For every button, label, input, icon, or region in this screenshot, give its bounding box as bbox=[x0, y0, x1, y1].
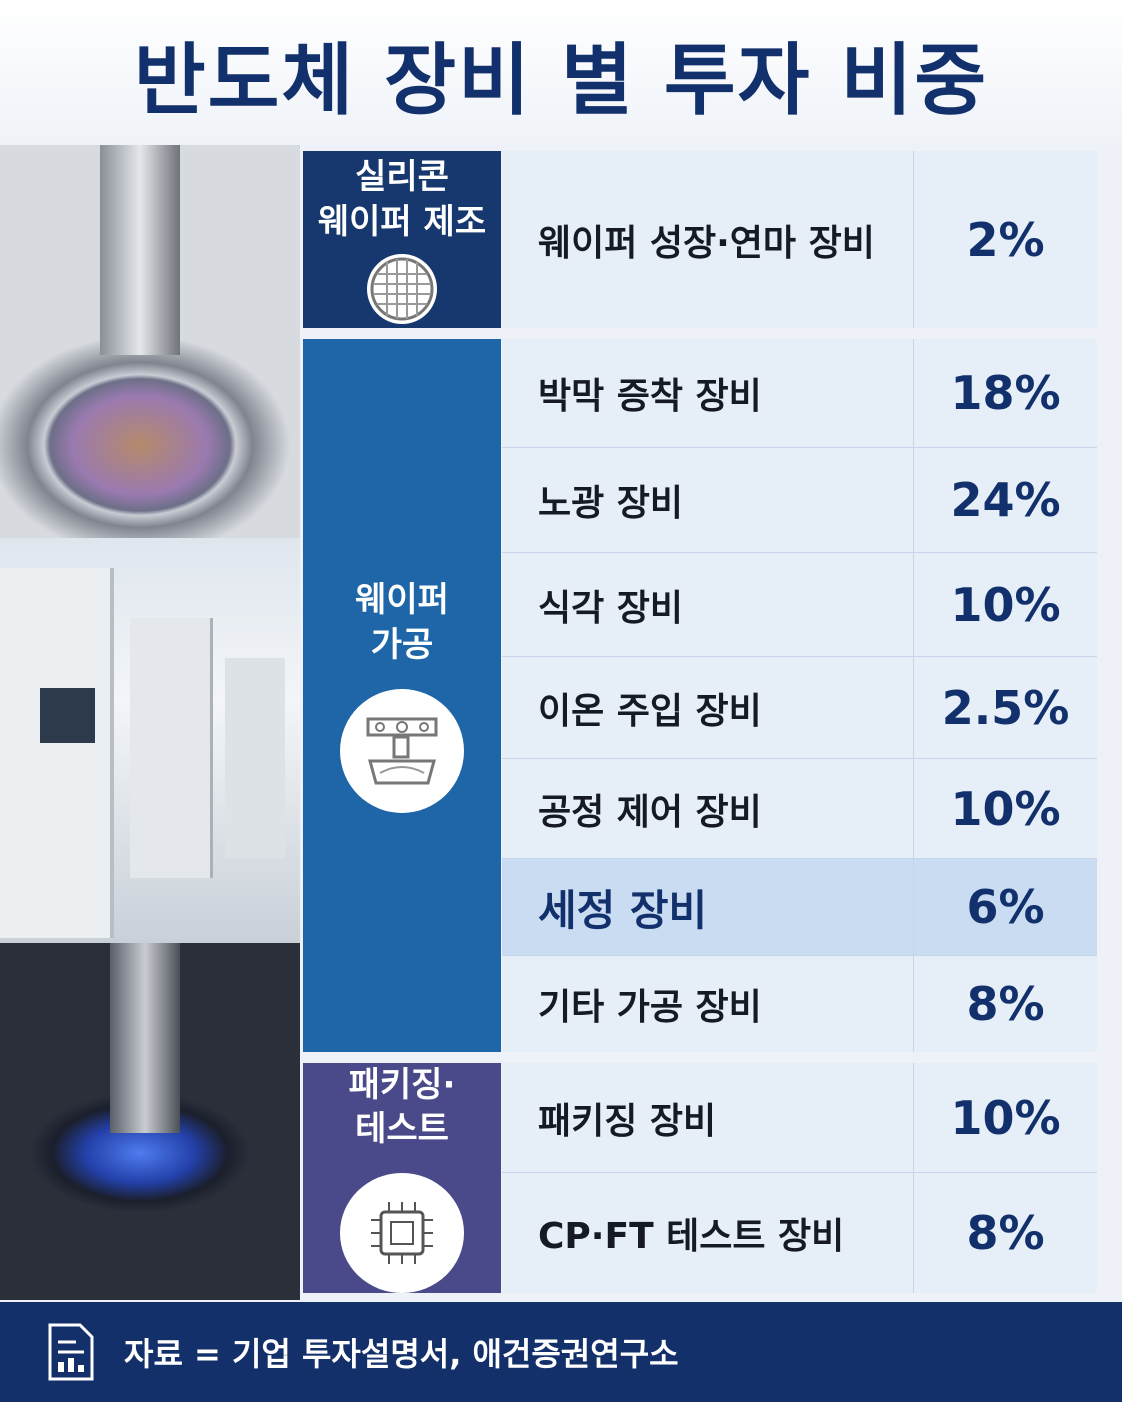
equipment-name: 기타 가공 장비 bbox=[502, 955, 913, 1052]
wafer-photo bbox=[0, 145, 300, 538]
group-icon bbox=[367, 253, 437, 324]
group-label-line: 웨이퍼 제조 bbox=[317, 201, 487, 242]
fab-photo bbox=[0, 538, 300, 943]
group-label-line: 웨이퍼 bbox=[355, 580, 449, 621]
source: 자료 = 기업 투자설명서, 애건증권연구소 bbox=[124, 1335, 679, 1373]
investment-share: 6% bbox=[913, 858, 1097, 955]
investment-share: 18% bbox=[913, 339, 1097, 447]
investment-share: 10% bbox=[913, 1063, 1097, 1172]
screen bbox=[40, 688, 95, 743]
investment-share: 10% bbox=[913, 758, 1097, 858]
equipment-name: 이온 주입 장비 bbox=[502, 656, 913, 758]
equipment-name: CP·FT 테스트 장비 bbox=[502, 1172, 913, 1293]
footer: 자료 = 기업 투자설명서, 애건증권연구소 bbox=[0, 1302, 1122, 1402]
document-icon bbox=[48, 1323, 94, 1381]
package-photo bbox=[0, 943, 300, 1300]
machine bbox=[0, 568, 114, 938]
investment-share: 2.5% bbox=[913, 656, 1097, 758]
group-label-line: 패키징· bbox=[348, 1065, 456, 1105]
equipment-name: 세정 장비 bbox=[502, 858, 913, 955]
machine bbox=[130, 618, 213, 878]
group-label-line: 가공 bbox=[370, 624, 434, 665]
group-icon bbox=[340, 1173, 464, 1293]
investment-share: 8% bbox=[913, 1172, 1097, 1293]
group-label: 실리콘 웨이퍼 제조 bbox=[303, 151, 501, 328]
equipment-name: 노광 장비 bbox=[502, 447, 913, 552]
probe bbox=[110, 943, 180, 1133]
machine bbox=[225, 658, 285, 858]
title: 반도체 장비 별 투자 비중 bbox=[133, 36, 989, 126]
equipment-name: 공정 제어 장비 bbox=[502, 758, 913, 858]
group-label-line: 테스트 bbox=[355, 1109, 449, 1150]
tool-head bbox=[100, 145, 180, 355]
equipment-name: 웨이퍼 성장·연마 장비 bbox=[502, 151, 913, 328]
investment-share: 2% bbox=[913, 151, 1097, 328]
investment-share: 10% bbox=[913, 552, 1097, 656]
group-icon bbox=[340, 688, 464, 813]
investment-share: 8% bbox=[913, 955, 1097, 1052]
equipment-name: 패키징 장비 bbox=[502, 1063, 913, 1172]
equipment-name: 식각 장비 bbox=[502, 552, 913, 656]
equipment-name: 박막 증착 장비 bbox=[502, 339, 913, 447]
group-label: 웨이퍼 가공 bbox=[303, 339, 501, 1052]
group-label: 패키징· 테스트 bbox=[303, 1063, 501, 1293]
investment-share: 24% bbox=[913, 447, 1097, 552]
group-label-line: 실리콘 bbox=[355, 157, 449, 198]
